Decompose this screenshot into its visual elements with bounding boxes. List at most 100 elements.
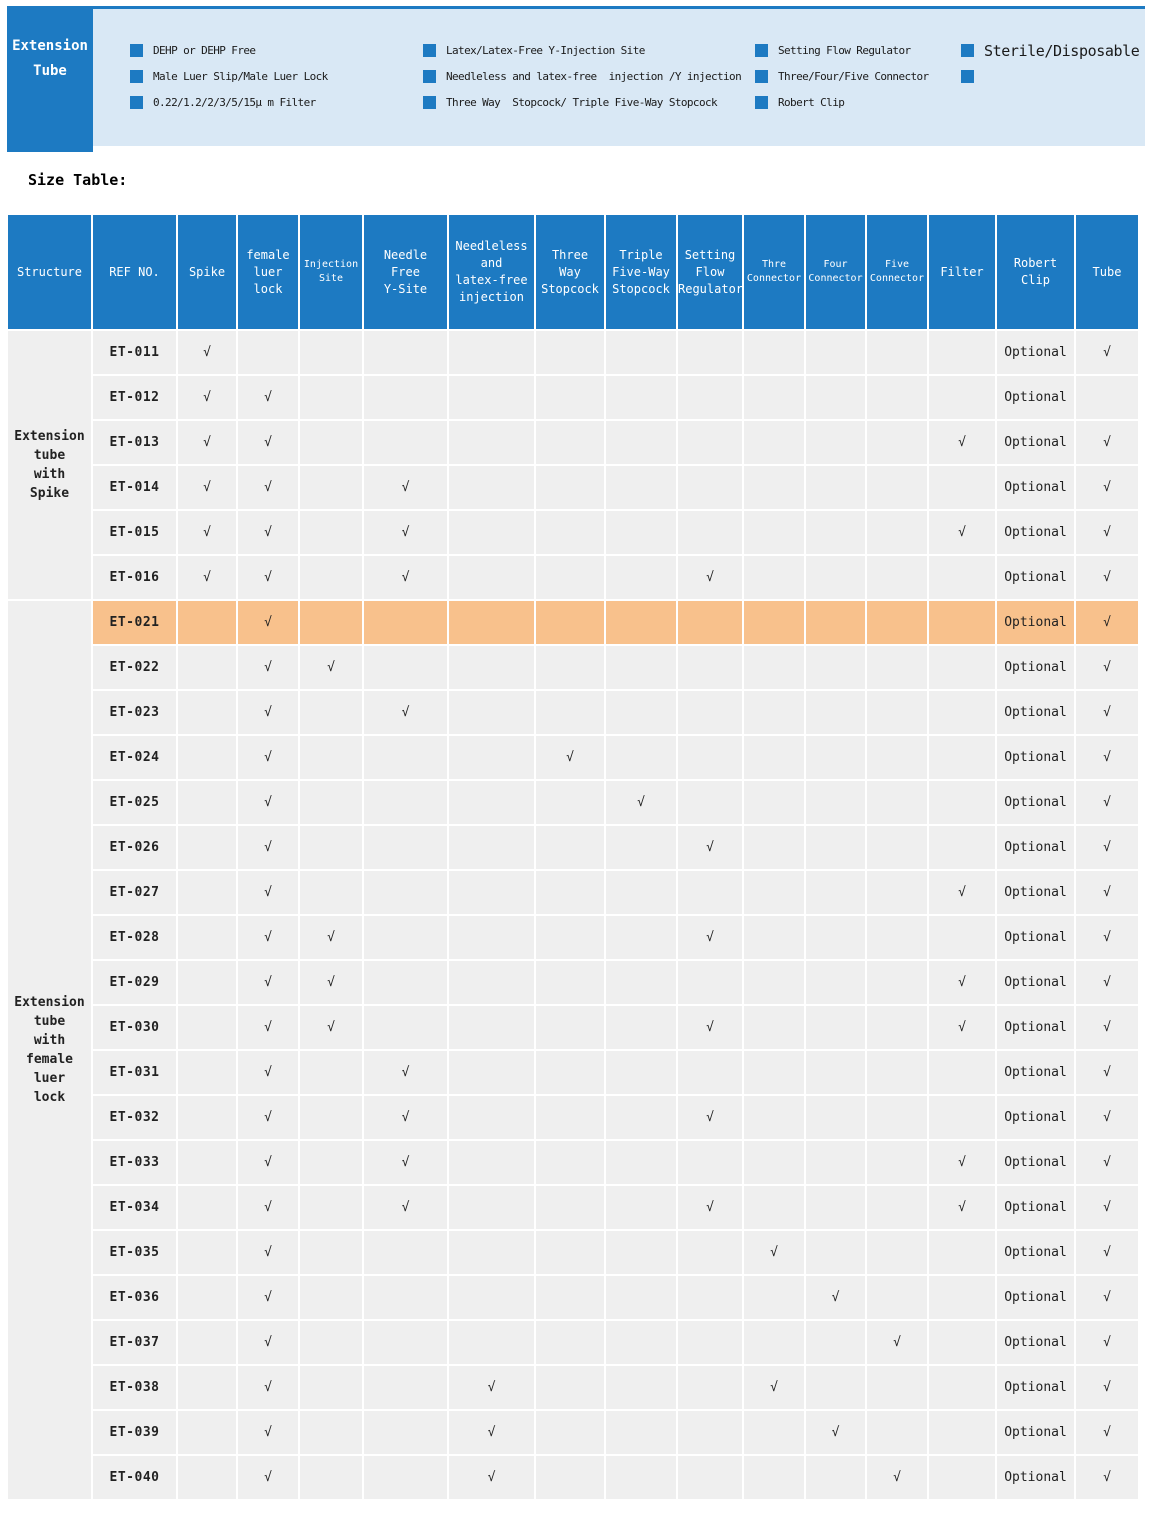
column-header-line: Clip bbox=[1021, 273, 1050, 287]
feature-cell-fll: √ bbox=[238, 781, 298, 824]
robert-clip-cell: Optional bbox=[997, 1411, 1074, 1454]
legend-column: DEHP or DEHP Free Male Luer Slip/Male Lue… bbox=[130, 43, 328, 121]
feature-cell-spike bbox=[178, 916, 236, 959]
legend-bullet-icon bbox=[130, 70, 143, 83]
feature-cell-nli: √ bbox=[449, 1366, 534, 1409]
feature-cell-spike: √ bbox=[178, 556, 236, 599]
feature-cell-fll: √ bbox=[238, 916, 298, 959]
feature-cell-tube: √ bbox=[1076, 916, 1138, 959]
feature-cell-c3 bbox=[744, 1141, 804, 1184]
legend-bullet-icon bbox=[755, 96, 768, 109]
column-header-line: Flow bbox=[695, 264, 725, 279]
column-header-line: Connector bbox=[808, 273, 863, 284]
structure-line: Spike bbox=[29, 486, 70, 501]
table-row: ET-027 √ √ Optional √ bbox=[8, 871, 1138, 914]
feature-cell-nli bbox=[449, 1096, 534, 1139]
legend-item: DEHP or DEHP Free bbox=[130, 43, 328, 58]
feature-cell-sfr bbox=[678, 376, 742, 419]
feature-cell-c3 bbox=[744, 1051, 804, 1094]
feature-cell-fll: √ bbox=[238, 826, 298, 869]
feature-cell-c5 bbox=[867, 1231, 927, 1274]
feature-cell-c5 bbox=[867, 1411, 927, 1454]
feature-cell-sfr bbox=[678, 421, 742, 464]
feature-cell-sfr bbox=[678, 871, 742, 914]
feature-cell-sfr bbox=[678, 1276, 742, 1319]
feature-cell-spike: √ bbox=[178, 331, 236, 374]
feature-cell-c3: √ bbox=[744, 1366, 804, 1409]
feature-cell-sfr bbox=[678, 511, 742, 554]
feature-cell-c4 bbox=[806, 421, 865, 464]
feature-cell-sfr bbox=[678, 646, 742, 689]
feature-cell-inj bbox=[300, 331, 362, 374]
column-header-line: Needleless bbox=[455, 239, 528, 253]
table-row: ET-034 √ √ √ √ Optional √ bbox=[8, 1186, 1138, 1229]
feature-cell-sfr bbox=[678, 466, 742, 509]
feature-cell-filter bbox=[929, 736, 995, 779]
feature-cell-tws bbox=[536, 421, 604, 464]
feature-cell-tws bbox=[536, 1186, 604, 1229]
feature-cell-spike bbox=[178, 601, 236, 644]
column-header-sfr: Setting Flow Regulator bbox=[678, 215, 743, 329]
feature-legend-band: DEHP or DEHP Free Male Luer Slip/Male Lue… bbox=[93, 6, 1145, 146]
feature-cell-fll: √ bbox=[238, 421, 298, 464]
feature-cell-tube: √ bbox=[1076, 871, 1138, 914]
feature-cell-inj bbox=[300, 1456, 362, 1499]
feature-cell-sfr: √ bbox=[678, 1006, 742, 1049]
robert-clip-cell: Optional bbox=[997, 1321, 1074, 1364]
column-header-line: Connector bbox=[746, 273, 802, 284]
ref-cell: ET-039 bbox=[93, 1411, 176, 1454]
feature-cell-nfy bbox=[364, 1456, 447, 1499]
legend-item-label: Male Luer Slip/Male Luer Lock bbox=[153, 70, 328, 83]
feature-cell-c5 bbox=[867, 1051, 927, 1094]
feature-cell-c3 bbox=[744, 421, 804, 464]
ref-cell: ET-021 bbox=[93, 601, 176, 644]
feature-cell-nfy bbox=[364, 331, 447, 374]
feature-cell-inj bbox=[300, 376, 362, 419]
structure-line: Extension bbox=[14, 995, 85, 1010]
feature-cell-c3 bbox=[744, 466, 804, 509]
feature-cell-tws bbox=[536, 691, 604, 734]
feature-cell-tube: √ bbox=[1076, 1411, 1138, 1454]
feature-cell-nfy: √ bbox=[364, 511, 447, 554]
feature-cell-tws bbox=[536, 1456, 604, 1499]
legend-item-label: Three/Four/Five Connector bbox=[778, 70, 929, 83]
table-row: ET-024 √ √ Optional √ bbox=[8, 736, 1138, 779]
feature-cell-fll: √ bbox=[238, 646, 298, 689]
column-header-ref: REF NO. bbox=[93, 215, 176, 329]
feature-cell-inj bbox=[300, 1321, 362, 1364]
feature-cell-fll: √ bbox=[238, 1096, 298, 1139]
feature-cell-nli bbox=[449, 691, 534, 734]
feature-cell-sfr bbox=[678, 781, 742, 824]
feature-cell-fll: √ bbox=[238, 1366, 298, 1409]
ref-cell: ET-033 bbox=[93, 1141, 176, 1184]
feature-cell-spike bbox=[178, 1186, 236, 1229]
feature-cell-inj bbox=[300, 511, 362, 554]
feature-cell-c4 bbox=[806, 376, 865, 419]
table-row: ET-035 √ √ Optional √ bbox=[8, 1231, 1138, 1274]
feature-cell-spike: √ bbox=[178, 466, 236, 509]
feature-cell-sfr bbox=[678, 1051, 742, 1094]
feature-cell-c5 bbox=[867, 1006, 927, 1049]
feature-cell-c4 bbox=[806, 961, 865, 1004]
table-row: ET-038 √ √ √ Optional √ bbox=[8, 1366, 1138, 1409]
table-row: ET-014 √ √ √ Optional √ bbox=[8, 466, 1138, 509]
feature-cell-inj bbox=[300, 826, 362, 869]
feature-cell-c5: √ bbox=[867, 1321, 927, 1364]
feature-cell-tube: √ bbox=[1076, 961, 1138, 1004]
feature-cell-tube: √ bbox=[1076, 1096, 1138, 1139]
feature-cell-tws bbox=[536, 781, 604, 824]
ref-cell: ET-025 bbox=[93, 781, 176, 824]
feature-cell-c4 bbox=[806, 1051, 865, 1094]
feature-cell-nli: √ bbox=[449, 1456, 534, 1499]
feature-cell-filter: √ bbox=[929, 511, 995, 554]
column-header-c5: Five Connector bbox=[867, 215, 927, 329]
feature-cell-tfs bbox=[606, 1321, 676, 1364]
feature-cell-sfr bbox=[678, 1321, 742, 1364]
feature-cell-inj bbox=[300, 556, 362, 599]
legend-item: Robert Clip bbox=[755, 95, 929, 110]
feature-cell-fll: √ bbox=[238, 601, 298, 644]
feature-cell-filter bbox=[929, 466, 995, 509]
robert-clip-cell: Optional bbox=[997, 1366, 1074, 1409]
feature-cell-spike bbox=[178, 1096, 236, 1139]
